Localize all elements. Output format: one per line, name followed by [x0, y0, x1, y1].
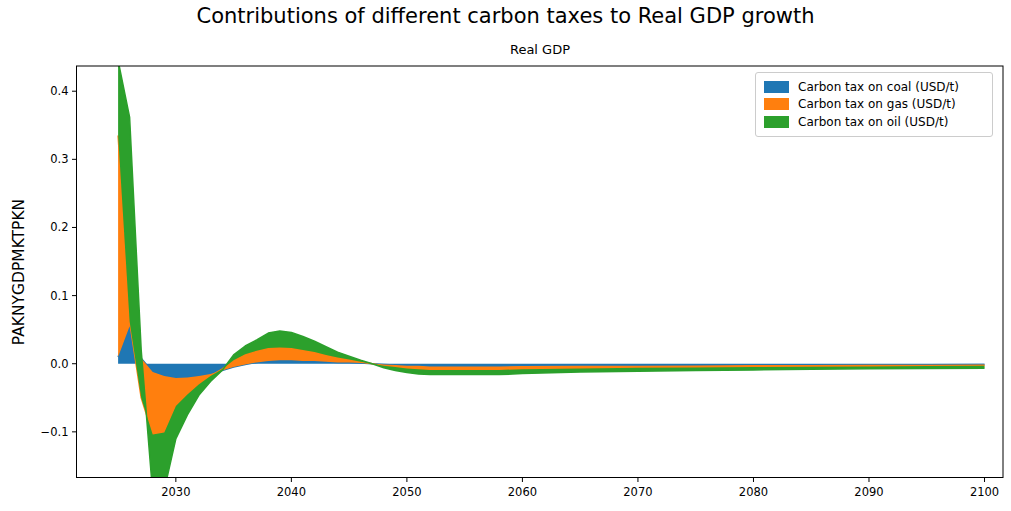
y-tick-label: 0.0 — [50, 357, 68, 371]
legend-swatch-oil-icon — [764, 116, 789, 128]
y-tick-label: 0.1 — [50, 289, 68, 303]
legend-swatch-gas-icon — [764, 98, 789, 110]
legend-swatch-coal-icon — [764, 81, 789, 93]
axes-title: Real GDP — [77, 42, 1003, 57]
y-tick-label: 0.4 — [50, 84, 68, 98]
legend-label-oil: Carbon tax on oil (USD/t) — [798, 116, 948, 128]
x-tick-label: 2090 — [854, 485, 883, 499]
y-tick-label: 0.2 — [50, 220, 68, 234]
legend-label-gas: Carbon tax on gas (USD/t) — [798, 98, 956, 110]
x-tick-label: 2040 — [277, 485, 306, 499]
y-tick-label: 0.3 — [50, 152, 68, 166]
legend-item-coal: Carbon tax on coal (USD/t) — [764, 81, 984, 93]
x-tick-label: 2060 — [508, 485, 537, 499]
legend-label-coal: Carbon tax on coal (USD/t) — [798, 81, 959, 93]
figure: 2030 2040 2050 2060 2070 2080 2090 2100 −0.1 0.0 0… — [0, 0, 1011, 511]
x-tick-label: 2100 — [970, 485, 999, 499]
x-tick-label: 2080 — [739, 485, 768, 499]
legend-item-gas: Carbon tax on gas (USD/t) — [764, 98, 984, 110]
x-tick-label: 2050 — [392, 485, 421, 499]
y-axis-label: PAKNYGDPMKTPKN — [10, 199, 28, 345]
x-tick-label: 2030 — [161, 485, 190, 499]
legend: Carbon tax on coal (USD/t) Carbon tax on… — [755, 72, 993, 137]
legend-item-oil: Carbon tax on oil (USD/t) — [764, 116, 984, 128]
y-tick-label: −0.1 — [41, 425, 69, 439]
x-tick-label: 2070 — [623, 485, 652, 499]
chart-title: Contributions of different carbon taxes … — [0, 4, 1011, 28]
